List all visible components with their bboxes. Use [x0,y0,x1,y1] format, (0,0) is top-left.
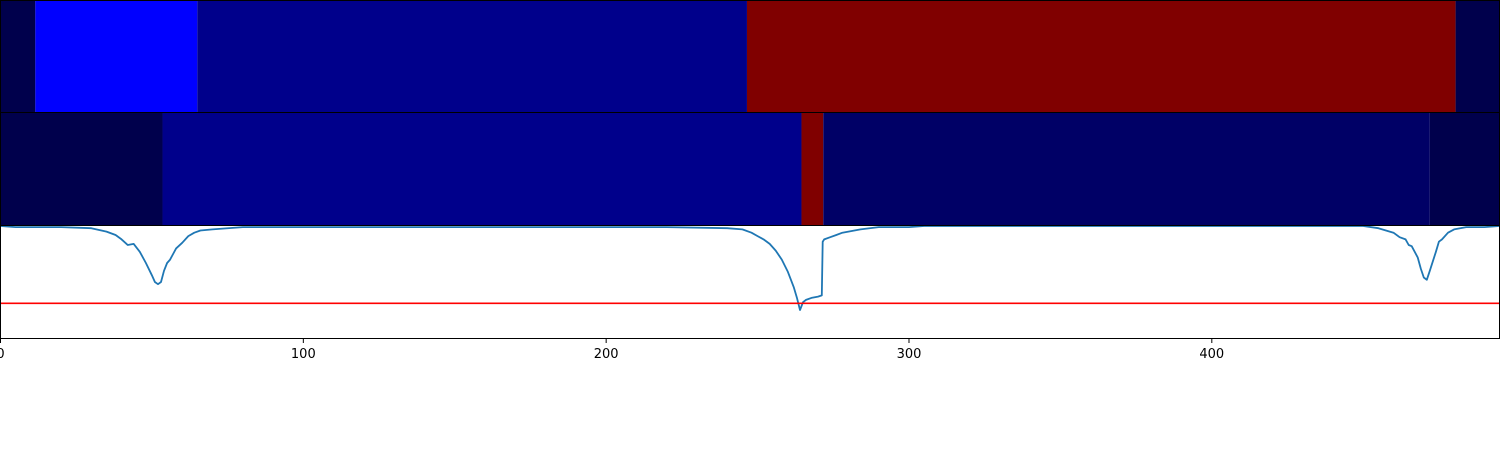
x-tick-label-300: 300 [897,347,922,362]
x-tick-label-100: 100 [291,347,316,362]
heatmap-segment-r1-5 [1455,1,1500,112]
signal-panel-background [0,226,1499,338]
heatmap-segment-r2-1 [0,113,163,225]
heatmap-segment-r2-2 [162,113,802,225]
heatmap-row-1 [0,1,1500,112]
x-tick-label-200: 200 [594,347,619,362]
x-tick-label-0: 0 [0,347,5,362]
x-axis: 0 100 200 300 400 [0,338,1224,362]
heatmap-segment-r2-5 [1429,113,1500,225]
heatmap-segment-r1-1 [0,1,36,112]
heatmap-segment-r1-4 [746,1,1456,112]
x-tick-label-400: 400 [1199,347,1224,362]
signal-panel [0,225,1500,338]
signal-line [0,225,1500,311]
heatmap-row-2 [0,113,1500,225]
heatmap-segment-r2-4 [823,113,1430,225]
heatmap-segment-r2-3 [801,113,824,225]
heatmap-segment-r1-3 [197,1,747,112]
heatmap-segment-r1-2 [35,1,198,112]
